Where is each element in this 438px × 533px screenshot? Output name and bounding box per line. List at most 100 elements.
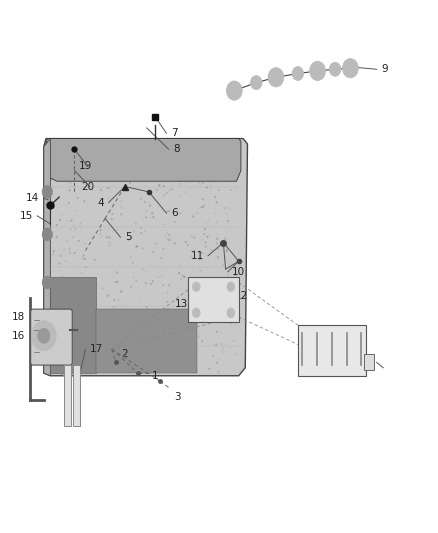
Point (74, 341, 81, 350)
Point (184, 364, 191, 372)
Text: 5: 5 (125, 232, 131, 242)
Point (51, 320, 58, 329)
Point (92, 310, 99, 318)
Point (98, 345, 105, 354)
Point (110, 227, 117, 235)
Point (96, 275, 103, 284)
Point (77, 220, 84, 228)
Point (161, 316, 168, 325)
Point (49, 334, 57, 342)
Point (202, 243, 209, 251)
Point (142, 181, 149, 190)
Point (205, 321, 212, 329)
Point (164, 297, 171, 306)
Point (90, 154, 97, 162)
Point (85, 164, 92, 172)
Point (194, 318, 201, 327)
Point (205, 232, 212, 241)
Point (198, 203, 205, 212)
Point (233, 255, 240, 264)
Point (169, 329, 176, 337)
Point (47, 174, 54, 183)
Point (210, 289, 217, 298)
FancyBboxPatch shape (73, 365, 80, 426)
Point (114, 258, 121, 266)
Point (112, 147, 119, 155)
Point (208, 221, 215, 230)
Text: 7: 7 (171, 128, 177, 138)
Point (171, 239, 178, 248)
Point (48, 335, 55, 343)
Point (160, 327, 167, 335)
Point (57, 252, 64, 260)
Point (50, 167, 57, 175)
Point (178, 211, 185, 219)
Point (176, 349, 183, 357)
Point (214, 253, 221, 261)
Point (226, 275, 233, 284)
Point (103, 233, 110, 241)
Point (222, 366, 229, 374)
Point (156, 165, 163, 174)
Point (164, 345, 171, 354)
Point (185, 193, 192, 201)
Point (87, 158, 94, 166)
Point (88, 311, 95, 319)
Point (124, 154, 131, 162)
Point (194, 309, 201, 318)
Point (156, 313, 163, 321)
Point (138, 195, 145, 203)
Point (47, 198, 54, 207)
Point (147, 334, 154, 342)
Point (190, 170, 197, 179)
Point (171, 218, 178, 227)
Circle shape (329, 62, 341, 76)
Point (200, 195, 207, 204)
Point (85, 340, 92, 348)
Text: 6: 6 (171, 208, 177, 218)
Point (153, 360, 160, 368)
Point (156, 181, 163, 190)
Point (106, 155, 113, 164)
Point (230, 316, 237, 324)
Point (124, 317, 131, 326)
Circle shape (42, 228, 53, 241)
Point (227, 349, 234, 358)
Point (111, 328, 118, 337)
Point (58, 291, 65, 300)
Point (49, 360, 56, 368)
Point (70, 333, 77, 341)
Point (133, 277, 140, 285)
Point (175, 316, 182, 325)
Point (170, 157, 177, 165)
Point (53, 163, 60, 171)
Point (191, 157, 198, 166)
Point (213, 198, 220, 206)
Point (153, 336, 160, 345)
Point (146, 327, 153, 336)
Circle shape (42, 276, 53, 289)
Point (201, 225, 208, 233)
Point (60, 308, 67, 316)
Point (115, 330, 122, 338)
Point (105, 353, 112, 362)
Point (50, 203, 57, 212)
Point (85, 350, 92, 359)
Point (134, 342, 141, 350)
Point (101, 254, 108, 262)
Point (227, 319, 234, 327)
Polygon shape (96, 309, 197, 373)
Point (197, 274, 204, 283)
Point (53, 233, 60, 241)
Point (92, 337, 99, 345)
Point (91, 255, 98, 264)
Point (60, 364, 67, 373)
Point (99, 346, 106, 354)
Point (54, 321, 61, 330)
Circle shape (38, 328, 50, 343)
Point (177, 362, 184, 371)
Point (62, 157, 69, 166)
Point (223, 245, 230, 254)
Point (105, 184, 112, 192)
Point (49, 357, 56, 366)
